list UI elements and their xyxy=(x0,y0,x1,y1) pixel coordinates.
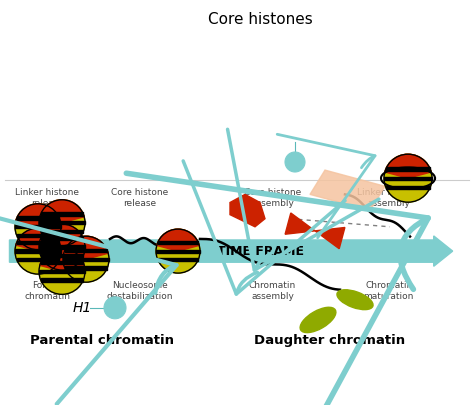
Bar xyxy=(39,270,84,273)
Text: Core histones: Core histones xyxy=(209,12,313,27)
FancyArrowPatch shape xyxy=(0,218,177,404)
Bar xyxy=(39,221,84,224)
Bar xyxy=(41,279,83,282)
Text: Folded
chromatin: Folded chromatin xyxy=(24,281,71,301)
FancyArrowPatch shape xyxy=(228,129,379,270)
Circle shape xyxy=(285,152,305,172)
Circle shape xyxy=(15,228,61,274)
Bar xyxy=(17,241,59,244)
FancyArrowPatch shape xyxy=(277,134,375,238)
Ellipse shape xyxy=(164,233,197,269)
Bar xyxy=(156,249,200,253)
FancyArrowPatch shape xyxy=(126,173,428,405)
Wedge shape xyxy=(64,236,108,259)
Text: TIME FRAME: TIME FRAME xyxy=(217,245,304,258)
Bar xyxy=(64,258,109,261)
Circle shape xyxy=(39,224,85,270)
Wedge shape xyxy=(385,154,431,178)
Text: Nucleosome
destabilization: Nucleosome destabilization xyxy=(107,281,173,301)
Bar xyxy=(16,249,61,253)
Text: Daughter chromatin: Daughter chromatin xyxy=(254,334,405,347)
Text: Linker histone
release: Linker histone release xyxy=(15,188,80,208)
Bar xyxy=(158,241,198,244)
Bar xyxy=(158,258,198,261)
Bar xyxy=(17,258,59,262)
Text: Chromatin
maturation: Chromatin maturation xyxy=(364,281,414,301)
Circle shape xyxy=(104,297,126,319)
Wedge shape xyxy=(157,229,199,251)
Text: Core histone
release: Core histone release xyxy=(111,188,168,208)
Circle shape xyxy=(384,154,432,202)
Wedge shape xyxy=(16,204,60,227)
Polygon shape xyxy=(310,170,385,211)
Bar xyxy=(41,254,83,258)
Bar xyxy=(39,245,84,249)
Bar xyxy=(386,185,430,189)
Wedge shape xyxy=(40,200,84,223)
Wedge shape xyxy=(40,248,84,271)
Wedge shape xyxy=(16,228,60,251)
Circle shape xyxy=(15,204,61,250)
Bar xyxy=(65,249,107,252)
FancyArrow shape xyxy=(9,236,453,266)
Circle shape xyxy=(39,200,85,246)
Polygon shape xyxy=(285,213,315,234)
Circle shape xyxy=(63,236,109,282)
Bar xyxy=(384,177,431,180)
Bar xyxy=(386,167,430,171)
Polygon shape xyxy=(315,228,345,249)
Polygon shape xyxy=(230,194,265,227)
Circle shape xyxy=(156,229,200,273)
Text: Chromatin
assembly: Chromatin assembly xyxy=(249,281,296,301)
Bar xyxy=(41,261,83,264)
Text: Parental chromatin: Parental chromatin xyxy=(30,334,174,347)
Text: Core histone
assembly: Core histone assembly xyxy=(244,188,301,208)
Bar xyxy=(41,237,83,240)
Text: Linker histone
assembly: Linker histone assembly xyxy=(356,188,421,208)
FancyArrowPatch shape xyxy=(183,161,345,294)
Ellipse shape xyxy=(300,307,336,333)
Wedge shape xyxy=(40,224,84,247)
Circle shape xyxy=(39,248,85,294)
Bar xyxy=(16,225,61,228)
Bar xyxy=(41,212,83,215)
Ellipse shape xyxy=(337,290,373,310)
Bar xyxy=(17,216,59,220)
Bar xyxy=(65,266,107,270)
Bar xyxy=(17,234,59,237)
Bar xyxy=(41,230,83,233)
Text: H1: H1 xyxy=(73,301,91,315)
